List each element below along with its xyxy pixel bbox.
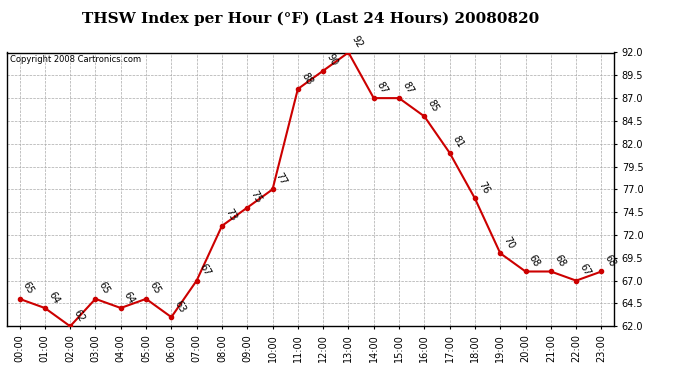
Text: 68: 68 [527,253,542,269]
Text: 87: 87 [400,80,415,95]
Text: 65: 65 [97,280,112,296]
Text: 67: 67 [578,262,593,278]
Text: 70: 70 [502,235,517,250]
Text: 92: 92 [350,34,365,50]
Text: 68: 68 [552,253,567,269]
Text: 87: 87 [375,80,390,95]
Text: 64: 64 [46,290,61,305]
Text: 73: 73 [224,207,238,223]
Text: 63: 63 [172,299,188,314]
Text: 75: 75 [248,189,264,205]
Text: 65: 65 [148,280,162,296]
Text: 65: 65 [21,280,36,296]
Text: 90: 90 [324,53,339,68]
Text: 62: 62 [72,308,86,324]
Text: 76: 76 [476,180,491,196]
Text: 67: 67 [198,262,213,278]
Text: Copyright 2008 Cartronics.com: Copyright 2008 Cartronics.com [10,55,141,64]
Text: 88: 88 [299,70,314,86]
Text: 77: 77 [274,171,289,187]
Text: THSW Index per Hour (°F) (Last 24 Hours) 20080820: THSW Index per Hour (°F) (Last 24 Hours)… [82,11,539,26]
Text: 85: 85 [426,98,441,114]
Text: 64: 64 [122,290,137,305]
Text: 81: 81 [451,135,466,150]
Text: 68: 68 [603,253,618,269]
